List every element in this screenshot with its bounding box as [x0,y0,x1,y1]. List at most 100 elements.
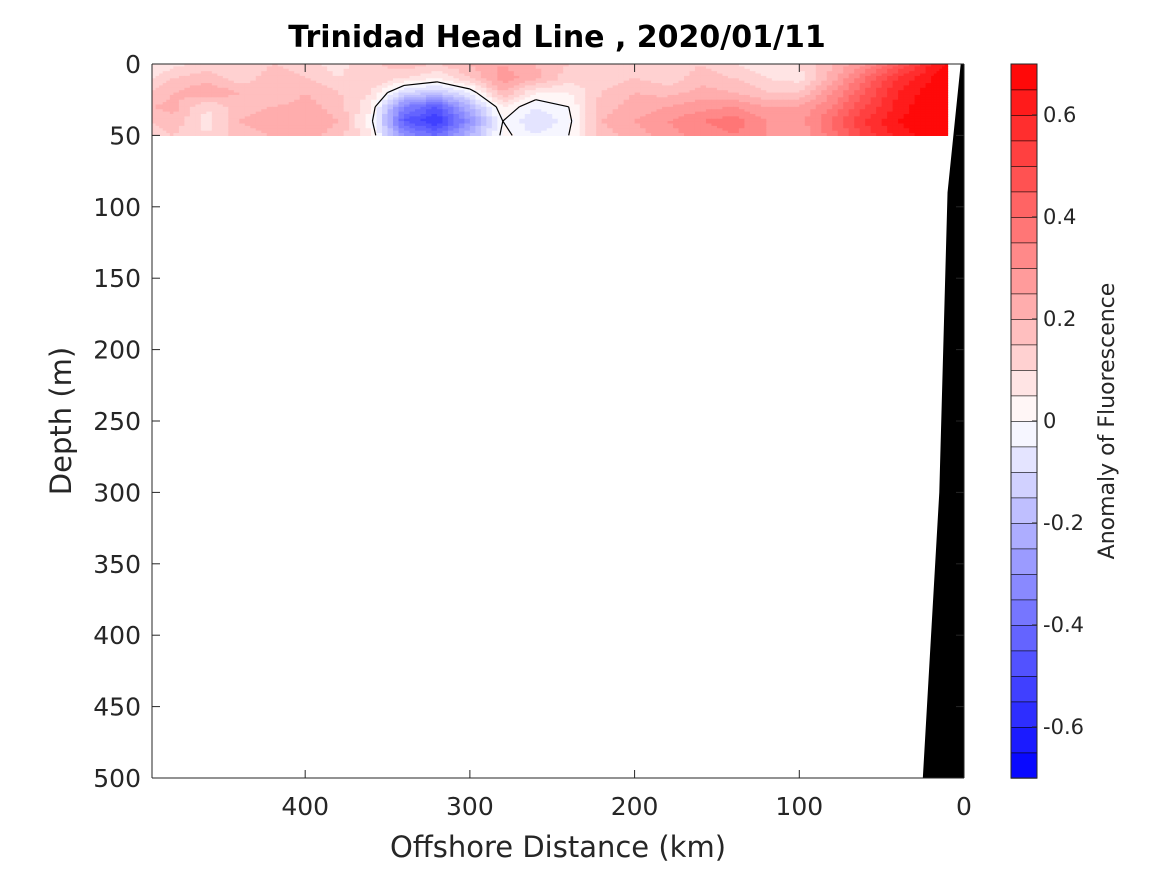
contour-cell [942,75,946,79]
contour-cell [393,128,400,132]
contour-cell [464,118,471,122]
contour-cell [881,133,888,136]
contour-cell [887,118,894,122]
colorbar-swatch [1010,420,1038,448]
contour-cell [524,116,531,120]
contour-cell [299,118,306,122]
contour-cell [513,121,520,125]
contour-cell [826,125,833,129]
contour-cell [288,130,295,134]
contour-cell [447,64,455,67]
contour-cell [618,118,625,122]
contour-cell [327,118,334,122]
contour-cell [700,111,707,115]
contour-cell [365,125,372,129]
contour-cell [425,71,433,75]
contour-cell [552,90,559,94]
contour-cell [442,116,449,120]
contour-cell [738,78,745,82]
contour-cell [365,123,372,127]
contour-cell [623,71,630,75]
contour-cell [568,94,575,98]
contour-cell [766,99,773,103]
contour-cell [579,106,586,110]
contour-cell [159,78,164,82]
contour-cell [316,128,323,132]
contour-cell [480,130,487,134]
contour-cell [568,123,575,127]
contour-cell [903,73,910,77]
contour-cell [228,83,235,87]
contour-cell [892,130,899,134]
contour-cell [843,102,850,106]
contour-cell [288,113,295,117]
contour-cell [178,94,185,98]
contour-cell [942,125,946,129]
contour-cell [453,125,460,129]
contour-cell [711,71,718,75]
contour-cell [552,71,559,75]
contour-cell [436,113,444,117]
contour-cell [579,121,586,125]
contour-cell [722,66,729,70]
contour-cell [491,133,498,136]
contour-cell [233,125,240,129]
contour-cell [939,121,943,125]
contour-cell [299,73,306,77]
contour-cell [409,92,416,96]
contour-cell [942,64,946,67]
contour-cell [200,102,207,106]
contour-cell [283,71,290,75]
contour-cell [607,130,614,134]
contour-cell [766,83,773,87]
contour-cell [684,90,691,94]
contour-cell [360,87,367,91]
colorbar-swatch [1010,191,1038,218]
contour-cell [848,85,855,89]
contour-cell [733,118,740,122]
contour-cell [519,128,526,132]
contour-cell [694,99,702,103]
contour-cell [294,73,301,77]
contour-cell [255,75,262,79]
contour-cell [513,109,520,113]
contour-cell [244,118,251,122]
contour-cell [535,121,542,125]
contour-cell [464,68,471,72]
contour-cell [250,109,257,113]
contour-cell [667,87,674,91]
contour-cell [152,109,157,113]
contour-cell [933,123,938,127]
contour-cell [607,128,614,132]
contour-cell [277,102,284,106]
contour-cell [596,130,603,134]
contour-cell [843,118,850,122]
contour-cell [936,94,940,98]
contour-cell [409,87,416,91]
contour-cell [299,85,306,89]
contour-cell [925,97,932,101]
contour-cell [491,121,498,125]
contour-cell [360,71,367,75]
contour-cell [848,83,855,87]
contour-cell [574,109,581,113]
contour-cell [365,128,372,132]
contour-cell [222,128,229,132]
contour-cell [848,113,855,117]
contour-cell [939,92,943,96]
contour-cell [414,109,422,113]
contour-cell [217,90,224,94]
contour-cell [420,125,427,129]
contour-cell [662,106,669,110]
contour-cell [568,64,575,67]
contour-cell [299,133,306,136]
y-tick-label: 450 [93,693,141,722]
contour-cell [711,78,718,82]
contour-cell [892,92,899,96]
contour-cell [585,104,592,108]
contour-cell [859,130,866,134]
contour-cell [316,78,323,82]
contour-cell [876,113,883,117]
contour-cell [826,73,833,77]
contour-cell [155,128,160,132]
